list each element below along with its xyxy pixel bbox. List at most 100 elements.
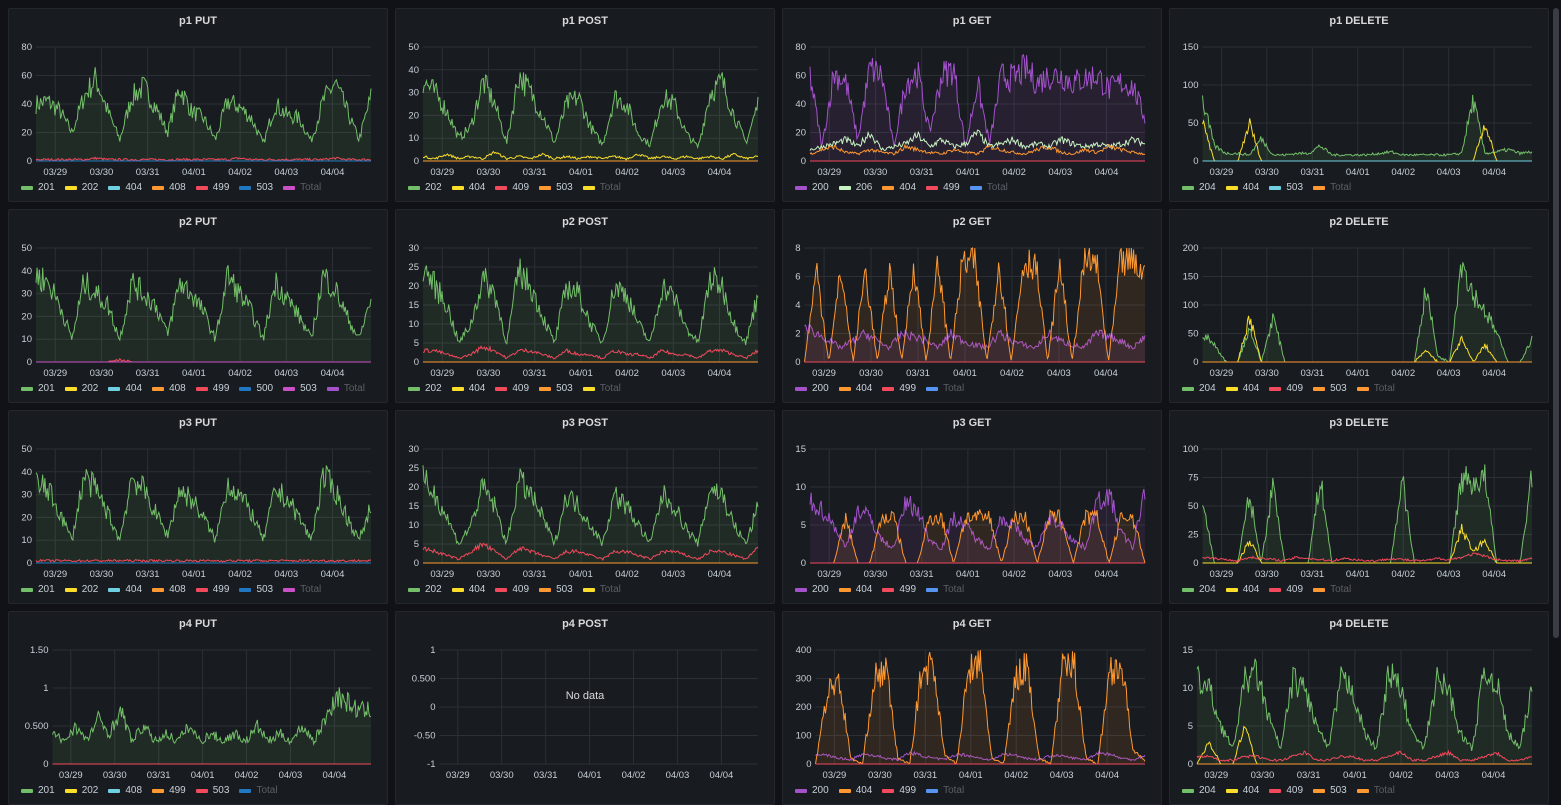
scrollbar[interactable]: [1553, 8, 1559, 638]
legend-item-503[interactable]: 503: [239, 584, 273, 595]
legend-item-499[interactable]: 499: [152, 785, 186, 796]
legend-item-201[interactable]: 201: [21, 182, 55, 193]
panel-title[interactable]: p3 DELETE: [1329, 417, 1389, 429]
legend-item-404[interactable]: 404: [838, 584, 872, 595]
legend-item-total[interactable]: Total: [1356, 383, 1395, 394]
legend-item-499[interactable]: 499: [882, 785, 916, 796]
panel-p4-post[interactable]: -1 -0.50 0 0.500 1 03/29 03/30 03/31 04/01 04/02 0…: [395, 611, 775, 805]
legend-item-total[interactable]: Total: [926, 785, 964, 796]
legend-item-total[interactable]: Total: [582, 182, 621, 193]
legend-item-404[interactable]: 404: [1225, 182, 1259, 193]
legend-item-499[interactable]: 499: [882, 383, 916, 394]
legend-item-200[interactable]: 200: [795, 182, 829, 193]
legend-item-404[interactable]: 404: [838, 383, 872, 394]
legend-item-409[interactable]: 409: [495, 584, 529, 595]
legend-item-204[interactable]: 204: [1182, 785, 1216, 796]
panel-title[interactable]: p3 POST: [562, 417, 608, 429]
legend-item-total[interactable]: Total: [1356, 785, 1395, 796]
legend-item-200[interactable]: 200: [795, 584, 829, 595]
panel-title[interactable]: p4 PUT: [179, 618, 217, 630]
legend-item-503[interactable]: 503: [539, 182, 573, 193]
legend-item-404[interactable]: 404: [108, 584, 142, 595]
legend-item-200[interactable]: 200: [795, 785, 829, 796]
legend-item-503[interactable]: 503: [239, 182, 273, 193]
legend-item-503[interactable]: 503: [1313, 383, 1347, 394]
legend-item-total[interactable]: Total: [239, 785, 278, 796]
legend-item-total[interactable]: Total: [926, 383, 964, 394]
panel-p1-put[interactable]: 0 20 40 60 80 03/29 03/30 03/31 04/01 04/02 04/03 0…: [8, 8, 388, 202]
legend-item-409[interactable]: 409: [1269, 383, 1303, 394]
panel-title[interactable]: p3 GET: [952, 417, 992, 429]
legend-item-408[interactable]: 408: [152, 383, 186, 394]
panel-title[interactable]: p4 GET: [952, 618, 992, 630]
legend-item-499[interactable]: 499: [195, 182, 229, 193]
legend-item-202[interactable]: 202: [408, 584, 442, 595]
panel-title[interactable]: p1 GET: [952, 15, 992, 27]
panel-title[interactable]: p4 POST: [562, 618, 608, 630]
panel-p3-post[interactable]: 0 5 10 15 20 25 30 03/29 03/30 03/31 04/01 04/02 04/…: [395, 410, 775, 604]
legend-item-total[interactable]: Total: [1313, 182, 1351, 193]
panel-p1-post[interactable]: 0 10 20 30 40 50 03/29 03/30 03/31 04/01 04/02 04/0…: [395, 8, 775, 202]
panel-title[interactable]: p2 POST: [562, 216, 608, 228]
legend-item-404[interactable]: 404: [451, 182, 485, 193]
legend-item-202[interactable]: 202: [64, 584, 98, 595]
panel-p4-put[interactable]: 0 0.500 1 1.50 03/29 03/30 03/31 04/01 04/02 04/0…: [8, 611, 388, 805]
legend-item-404[interactable]: 404: [882, 182, 916, 193]
legend-item-404[interactable]: 404: [108, 383, 142, 394]
legend-item-404[interactable]: 404: [451, 383, 485, 394]
legend-item-500[interactable]: 500: [239, 383, 273, 394]
legend-item-404[interactable]: 404: [838, 785, 872, 796]
panel-title[interactable]: p1 DELETE: [1329, 15, 1389, 27]
panel-p1-get[interactable]: 0 20 40 60 80 03/29 03/30 03/31 04/01 04/02 04/03 0…: [782, 8, 1162, 202]
legend-item-total[interactable]: Total: [326, 383, 365, 394]
panel-title[interactable]: p1 PUT: [179, 15, 217, 27]
panel-p1-delete[interactable]: 0 50 100 150 03/29 03/30 03/31 04/01 04/02 04/03 0…: [1169, 8, 1549, 202]
panel-title[interactable]: p2 PUT: [179, 216, 217, 228]
legend-item-201[interactable]: 201: [21, 785, 55, 796]
legend-item-200[interactable]: 200: [795, 383, 829, 394]
legend-item-total[interactable]: Total: [582, 584, 621, 595]
legend-item-204[interactable]: 204: [1182, 182, 1216, 193]
legend-item-503[interactable]: 503: [1269, 182, 1303, 193]
panel-p4-delete[interactable]: 0 5 10 15 03/29 03/30 03/31 04/01 04/02 04/03 04/0…: [1169, 611, 1549, 805]
legend-item-404[interactable]: 404: [1225, 383, 1259, 394]
panel-p3-get[interactable]: 0 5 10 15 03/29 03/30 03/31 04/01 04/02 04/03 04/0…: [782, 410, 1162, 604]
legend-item-408[interactable]: 408: [108, 785, 142, 796]
legend-item-499[interactable]: 499: [882, 584, 916, 595]
legend-item-409[interactable]: 409: [1269, 785, 1303, 796]
panel-title[interactable]: p2 GET: [952, 216, 992, 228]
panel-p4-get[interactable]: 0 100 200 300 400 03/29 03/30 03/31 04/01 04/02 04…: [782, 611, 1162, 805]
legend-item-total[interactable]: Total: [283, 584, 321, 595]
panel-title[interactable]: p2 DELETE: [1329, 216, 1389, 228]
legend-item-408[interactable]: 408: [152, 584, 186, 595]
legend-item-409[interactable]: 409: [1269, 584, 1303, 595]
legend-item-503[interactable]: 503: [539, 584, 573, 595]
legend-item-204[interactable]: 204: [1182, 584, 1216, 595]
legend-item-404[interactable]: 404: [451, 584, 485, 595]
legend-item-202[interactable]: 202: [64, 383, 98, 394]
legend-item-499[interactable]: 499: [195, 584, 229, 595]
legend-item-206[interactable]: 206: [838, 182, 872, 193]
legend-item-202[interactable]: 202: [408, 383, 442, 394]
panel-p2-put[interactable]: 0 10 20 30 40 50 03/29 03/30 03/31 04/01 04/02 04/0…: [8, 209, 388, 403]
legend-item-404[interactable]: 404: [1225, 584, 1259, 595]
panel-p2-delete[interactable]: 0 50 100 150 200 03/29 03/30 03/31 04/01 04/02 04/…: [1169, 209, 1549, 403]
legend-item-202[interactable]: 202: [64, 182, 98, 193]
panel-p3-put[interactable]: 0 10 20 30 40 50 03/29 03/30 03/31 04/01 04/02 04/0…: [8, 410, 388, 604]
legend-item-503[interactable]: 503: [539, 383, 573, 394]
legend-item-404[interactable]: 404: [1225, 785, 1259, 796]
legend-item-total[interactable]: Total: [926, 584, 964, 595]
panel-p2-post[interactable]: 0 5 10 15 20 25 30 03/29 03/30 03/31 04/01 04/02 04/…: [395, 209, 775, 403]
legend-item-409[interactable]: 409: [495, 182, 529, 193]
legend-item-total[interactable]: Total: [582, 383, 621, 394]
legend-item-total[interactable]: Total: [1313, 584, 1351, 595]
panel-p2-get[interactable]: 0 2 4 6 8 03/29 03/30 03/31 04/01 04/02 04/03 04/04…: [782, 209, 1162, 403]
legend-item-409[interactable]: 409: [495, 383, 529, 394]
panel-p3-delete[interactable]: 0 25 50 75 100 03/29 03/30 03/31 04/01 04/02 04/03…: [1169, 410, 1549, 604]
legend-item-503[interactable]: 503: [1313, 785, 1347, 796]
panel-title[interactable]: p4 DELETE: [1329, 618, 1389, 630]
legend-item-201[interactable]: 201: [21, 584, 55, 595]
panel-title[interactable]: p3 PUT: [179, 417, 217, 429]
legend-item-404[interactable]: 404: [108, 182, 142, 193]
legend-item-499[interactable]: 499: [926, 182, 960, 193]
